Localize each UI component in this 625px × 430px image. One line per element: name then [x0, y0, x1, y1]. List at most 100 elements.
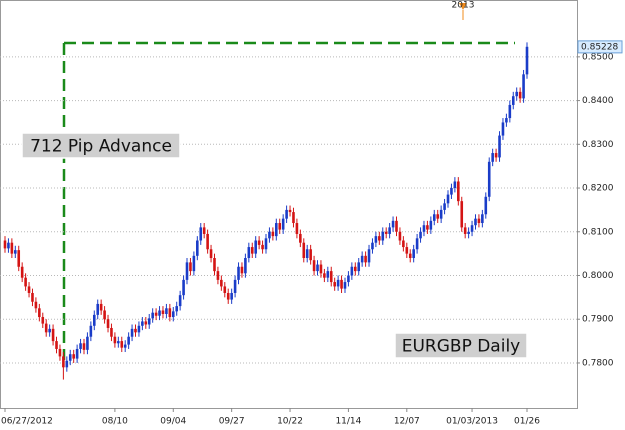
candle-body: [206, 233, 209, 250]
candle-body: [185, 262, 189, 280]
candle-body: [213, 258, 216, 272]
candle-body: [302, 242, 306, 259]
candle-body: [364, 255, 367, 263]
candle-body: [106, 319, 110, 328]
candle-body: [147, 318, 151, 325]
candle-body: [196, 240, 199, 256]
candle-body: [82, 343, 86, 350]
x-tick-label: 08/10: [102, 417, 128, 427]
candle-body: [244, 258, 247, 274]
candle-body: [432, 214, 436, 221]
candle-body: [110, 327, 113, 337]
candle-body: [75, 348, 79, 359]
candle-body: [264, 238, 268, 250]
candle-body: [316, 264, 319, 272]
candle-body: [381, 231, 385, 241]
candle-body: [463, 227, 467, 234]
candle-body: [158, 310, 161, 316]
candle-body: [165, 308, 168, 314]
candle-body: [436, 214, 440, 219]
year-marker: [459, 3, 467, 10]
candle-body: [62, 356, 65, 368]
candle-body: [127, 336, 130, 345]
candle-body: [89, 325, 93, 337]
candle-body: [14, 250, 17, 254]
annotation-box: [394, 332, 528, 359]
candle-body: [86, 336, 89, 350]
candle-body: [199, 227, 203, 241]
x-tick-label: 11/14: [335, 417, 361, 427]
candle-body: [522, 74, 525, 99]
candle-body: [278, 223, 282, 230]
candle-body: [268, 231, 271, 239]
candle-body: [257, 240, 261, 245]
candle-body: [27, 286, 31, 293]
candle-body: [134, 328, 137, 333]
candle-body: [154, 312, 158, 316]
candle-body: [340, 279, 343, 289]
annotation: 712 Pip Advance: [30, 137, 172, 157]
candle-body: [103, 310, 106, 320]
x-tick-label: 09/04: [160, 417, 186, 427]
candle-body: [65, 360, 69, 368]
candle-body: [216, 271, 220, 280]
y-tick-label: 0.8500: [582, 52, 614, 62]
candle-body: [171, 311, 175, 318]
candle-body: [398, 231, 402, 241]
candle-body: [453, 181, 457, 189]
annotation-box: [21, 132, 181, 159]
candle-body: [305, 249, 309, 259]
candle-body: [226, 292, 230, 300]
candle-body: [120, 341, 124, 348]
x-tick-label: 12/07: [394, 417, 420, 427]
candle-body: [178, 295, 182, 307]
candle-body: [220, 279, 223, 287]
candle-body: [38, 308, 41, 318]
candle-body: [384, 231, 388, 234]
candle-body: [312, 260, 316, 272]
candle-body: [494, 153, 498, 158]
candle-body: [419, 231, 422, 239]
candle-body: [299, 233, 302, 243]
y-tick-label: 0.8200: [582, 184, 614, 194]
candle-body: [446, 194, 450, 204]
candle-body: [17, 250, 21, 267]
candle-body: [388, 227, 391, 234]
candle-body: [470, 225, 474, 232]
candle-body: [405, 247, 409, 254]
candle-body: [498, 135, 501, 158]
candle-body: [189, 262, 192, 272]
y-tick-label: 0.8400: [582, 96, 614, 106]
x-tick-label: 01/03/2013: [446, 417, 498, 427]
candle-body: [484, 196, 488, 215]
candle-body: [161, 310, 165, 314]
candle-body: [508, 104, 512, 119]
candle-body: [511, 96, 515, 105]
candle-body: [429, 220, 433, 230]
candle-body: [329, 271, 333, 283]
candle-body: [515, 91, 518, 97]
y-tick-label: 0.8100: [582, 227, 614, 237]
x-tick-label: 06/27/2012: [1, 417, 53, 427]
candle-body: [44, 323, 48, 333]
candle-body: [412, 249, 415, 259]
x-tick-label: 01/26: [514, 417, 540, 427]
candle-body: [525, 46, 529, 75]
y-tick-label: 0.7800: [582, 358, 614, 368]
candle-body: [360, 255, 364, 263]
candle-body: [223, 286, 227, 293]
candle-body: [347, 275, 350, 283]
candle-body: [151, 312, 154, 319]
candle-body: [326, 271, 330, 278]
candle-body: [487, 161, 491, 197]
last-price-label: 0.85228: [581, 42, 618, 52]
candle-body: [10, 242, 14, 254]
candle-body: [309, 249, 312, 261]
candle-body: [426, 225, 429, 230]
candle-body: [271, 231, 275, 237]
candle-body: [99, 303, 103, 311]
candle-body: [450, 188, 453, 195]
candle-body: [371, 242, 374, 250]
candle-body: [250, 247, 254, 254]
